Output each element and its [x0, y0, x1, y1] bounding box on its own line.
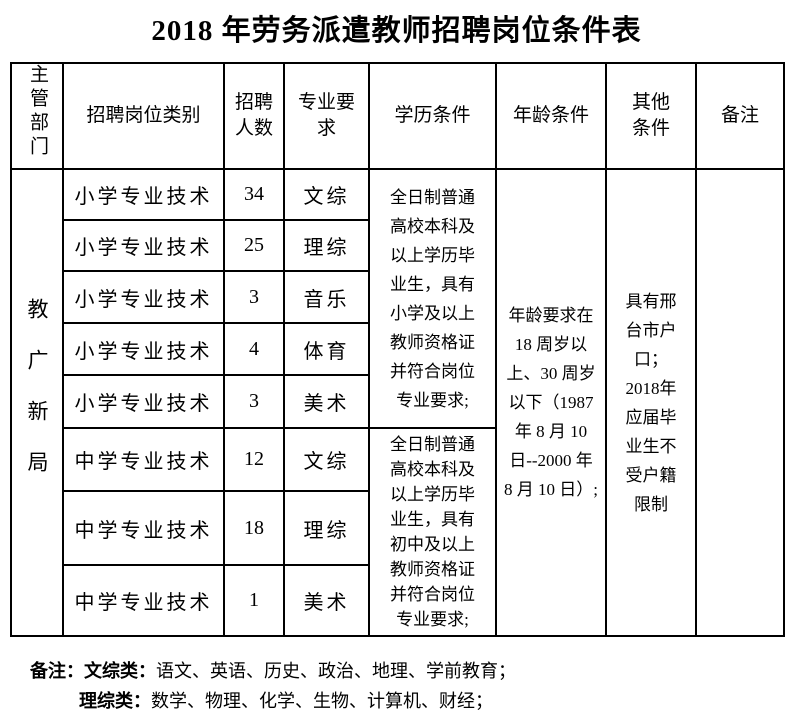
cell-major: 文综: [283, 427, 370, 492]
wenzong-label: 文综类：: [84, 661, 156, 681]
cell-major: 美术: [283, 564, 370, 637]
remarks-note: 备注：文综类：语文、英语、历史、政治、地理、学前教育； 理综类：数学、物理、化学…: [30, 656, 793, 716]
table-row: 小学专业技术 3 美术: [11, 374, 784, 429]
cell-count: 25: [223, 219, 285, 272]
cell-count: 18: [223, 490, 285, 566]
lizong-label: 理综类：: [79, 691, 151, 711]
cell-major: 理综: [283, 490, 370, 566]
cell-category: 小学专业技术: [62, 219, 225, 272]
cell-category: 小学专业技术: [62, 374, 225, 429]
cell-count: 12: [223, 427, 285, 492]
col-header-dept-label: 主管部门: [27, 64, 48, 160]
cell-category: 小学专业技术: [62, 270, 225, 324]
document-page: 2018 年劳务派遣教师招聘岗位条件表 主管部门 招聘岗位类别 招聘人数 专业要…: [0, 12, 793, 723]
cell-education-primary: 全日制普通高校本科及以上学历毕业生，具有小学及以上教师资格证并符合岗位专业要求;: [368, 168, 497, 429]
lizong-subjects: 数学、物理、化学、生物、计算机、财经；: [151, 691, 493, 711]
cell-count: 4: [223, 322, 285, 376]
table-row: 小学专业技术 4 体育: [11, 322, 784, 376]
remarks-label: 备注：: [30, 661, 84, 681]
cell-major: 体育: [283, 322, 370, 376]
cell-major: 理综: [283, 219, 370, 272]
cell-category: 小学专业技术: [62, 168, 225, 221]
cell-remark: [695, 168, 785, 637]
cell-dept-value: 教广新局: [10, 168, 64, 637]
cell-category: 小学专业技术: [62, 322, 225, 376]
cell-count: 3: [223, 270, 285, 324]
positions-table: 主管部门 招聘岗位类别 招聘人数 专业要求 学历条件 年龄条件 其他条件 备注 …: [10, 62, 785, 637]
table-row: 小学专业技术 3 音乐: [11, 270, 784, 324]
col-header-remark: 备注: [695, 62, 785, 170]
cell-category: 中学专业技术: [62, 564, 225, 637]
cell-major: 美术: [283, 374, 370, 429]
page-title: 2018 年劳务派遣教师招聘岗位条件表: [151, 15, 642, 47]
table-row: 教广新局 小学专业技术 34 文综 全日制普通高校本科及以上学历毕业生，具有小学…: [10, 168, 785, 637]
cell-major: 文综: [283, 168, 370, 221]
table-header-row: 主管部门 招聘岗位类别 招聘人数 专业要求 学历条件 年龄条件 其他条件 备注: [10, 62, 785, 170]
cell-education-secondary: 全日制普通高校本科及以上学历毕业生，具有初中及以上教师资格证并符合岗位专业要求;: [368, 427, 497, 637]
cell-age: 年龄要求在 18 周岁以上、30 周岁以下（1987 年 8 月 10 日--2…: [495, 168, 607, 637]
remarks-line-lizong: 理综类：数学、物理、化学、生物、计算机、财经；: [79, 686, 793, 716]
cell-category: 中学专业技术: [62, 427, 225, 492]
cell-count: 1: [223, 564, 285, 637]
col-header-count: 招聘人数: [223, 62, 285, 170]
col-header-dept: 主管部门: [10, 62, 64, 170]
cell-dept-value-text: 教广新局: [25, 298, 49, 502]
table-row: 中学专业技术 12 文综 全日制普通高校本科及以上学历毕业生，具有初中及以上教师…: [11, 427, 784, 637]
col-header-major: 专业要求: [283, 62, 370, 170]
table-row: 中学专业技术 18 理综: [11, 490, 784, 566]
col-header-category: 招聘岗位类别: [62, 62, 225, 170]
cell-major: 音乐: [283, 270, 370, 324]
cell-count: 3: [223, 374, 285, 429]
table-row: 中学专业技术 1 美术: [11, 564, 784, 637]
cell-other: 具有邢台市户口；2018年应届毕业生不受户籍限制: [605, 168, 697, 637]
cell-category: 中学专业技术: [62, 490, 225, 566]
table-row: 小学专业技术 25 理综: [11, 219, 784, 272]
cell-count: 34: [223, 168, 285, 221]
col-header-age: 年龄条件: [495, 62, 607, 170]
wenzong-subjects: 语文、英语、历史、政治、地理、学前教育；: [156, 661, 516, 681]
remarks-line-wenzong: 备注：文综类：语文、英语、历史、政治、地理、学前教育；: [30, 656, 793, 686]
col-header-education: 学历条件: [368, 62, 497, 170]
col-header-other: 其他条件: [605, 62, 697, 170]
